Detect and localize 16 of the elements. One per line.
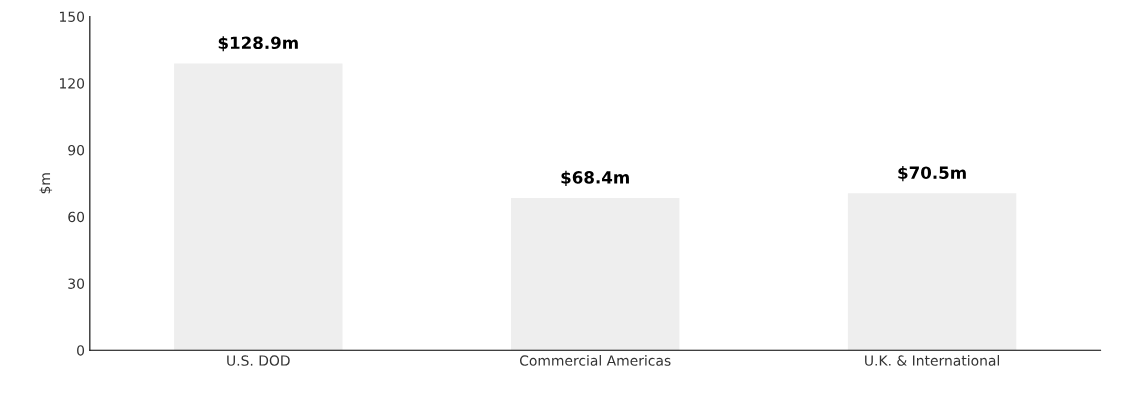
y-tick-label: 90 [68, 144, 85, 156]
data-label: $70.5m [898, 166, 966, 182]
bar [174, 63, 343, 351]
x-tick-label: U.S. DOD [227, 355, 290, 366]
y-tick-label: 120 [59, 78, 85, 89]
y-tick-label: 0 [77, 345, 85, 356]
data-label: $128.9m [218, 36, 298, 52]
y-tick-label: 30 [68, 278, 85, 289]
x-tick-label: Commercial Americas [519, 355, 671, 366]
y-axis-title: $m [39, 173, 53, 194]
x-tick-label: U.K. & International [865, 355, 999, 366]
data-label: $68.4m [561, 170, 629, 186]
bar [510, 198, 680, 351]
y-tick-label: 150 [59, 11, 85, 22]
y-tick-label: 60 [68, 211, 85, 223]
bar [847, 193, 1017, 351]
